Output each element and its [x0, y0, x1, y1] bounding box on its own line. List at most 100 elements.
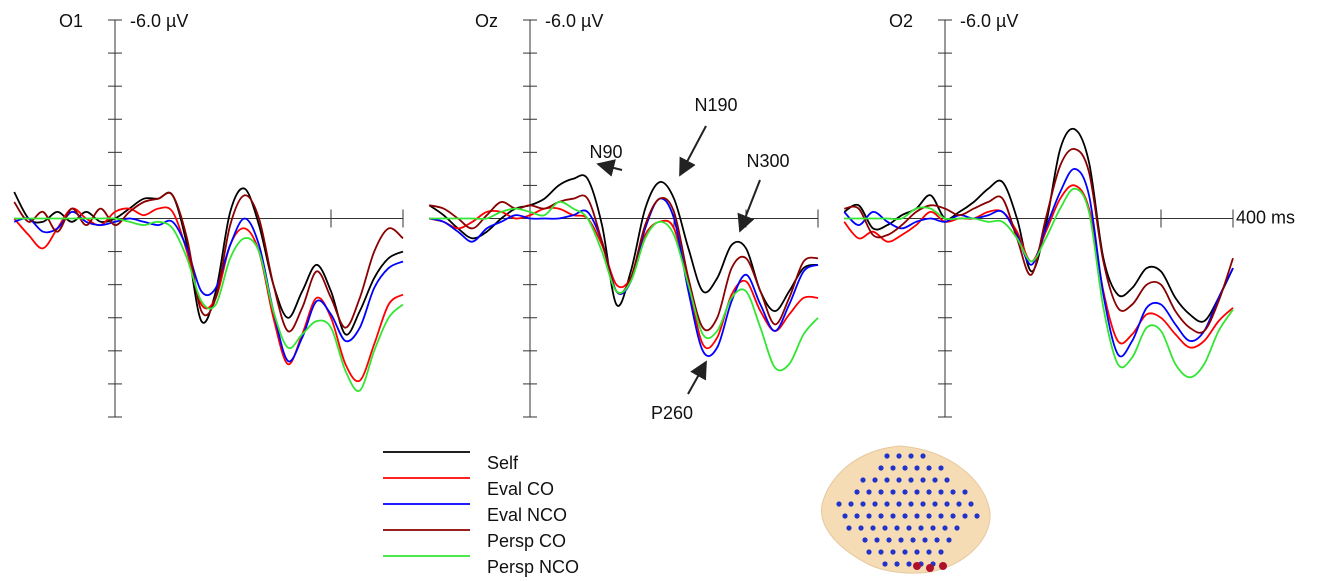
electrode-selected	[913, 562, 921, 570]
electrode	[858, 525, 864, 531]
legend-label: Persp CO	[487, 531, 566, 551]
legend-label: Eval CO	[487, 479, 554, 499]
electrode	[866, 549, 872, 555]
electrode	[878, 465, 884, 471]
electrode	[896, 477, 902, 483]
electrode	[878, 513, 884, 519]
electrode	[950, 489, 956, 495]
head-map	[821, 445, 991, 574]
electrode	[938, 465, 944, 471]
channel-label: O2	[889, 11, 913, 31]
x-tick-label: 400 ms	[1236, 207, 1295, 227]
electrode	[894, 561, 900, 567]
annotation-arrow	[687, 360, 707, 395]
electrode	[954, 525, 960, 531]
electrode	[944, 501, 950, 507]
erp-line	[844, 148, 1234, 334]
erp-line	[13, 210, 404, 363]
electrode	[944, 477, 950, 483]
panel: O1 -6.0 µV	[13, 11, 404, 418]
electrode	[894, 525, 900, 531]
annotation: N300	[746, 151, 789, 171]
electrode	[926, 489, 932, 495]
electrode	[882, 561, 888, 567]
electrode	[908, 453, 914, 459]
electrode	[974, 513, 980, 519]
electrode	[890, 465, 896, 471]
electrode	[938, 513, 944, 519]
electrode	[938, 549, 944, 555]
annotation: N190	[694, 95, 737, 115]
electrode	[906, 561, 912, 567]
electrode	[956, 501, 962, 507]
electrode	[842, 513, 848, 519]
electrode	[968, 501, 974, 507]
electrode	[886, 537, 892, 543]
electrode	[920, 453, 926, 459]
electrode	[898, 537, 904, 543]
electrode	[962, 489, 968, 495]
electrode-selected	[926, 564, 934, 572]
electrode	[902, 513, 908, 519]
panel: Oz -6.0 µV N90 N190 N300 P260	[428, 11, 819, 423]
electrode	[914, 513, 920, 519]
electrode	[902, 549, 908, 555]
electrode	[872, 477, 878, 483]
electrode	[930, 525, 936, 531]
electrode	[896, 453, 902, 459]
channel-label: O1	[59, 11, 83, 31]
electrode	[866, 513, 872, 519]
electrode	[908, 501, 914, 507]
electrode	[914, 489, 920, 495]
erp-line	[13, 206, 404, 383]
y-tick-label: -6.0 µV	[545, 11, 603, 31]
electrode	[848, 501, 854, 507]
electrode	[910, 537, 916, 543]
electrode	[902, 465, 908, 471]
electrode	[884, 477, 890, 483]
electrode	[962, 513, 968, 519]
electrode	[860, 501, 866, 507]
electrode	[884, 501, 890, 507]
electrode	[920, 477, 926, 483]
electrode	[946, 537, 952, 543]
electrode	[918, 525, 924, 531]
electrode	[914, 465, 920, 471]
electrode	[878, 489, 884, 495]
erp-line	[844, 187, 1234, 379]
electrode	[874, 537, 880, 543]
annotation-arrow	[596, 159, 623, 177]
electrode	[922, 537, 928, 543]
electrode	[890, 489, 896, 495]
electrode	[890, 549, 896, 555]
legend: Self Eval CO Eval NCO Persp CO Persp NCO	[383, 451, 579, 577]
electrode	[878, 549, 884, 555]
electrode	[882, 525, 888, 531]
electrode	[860, 477, 866, 483]
electrode	[942, 525, 948, 531]
electrode	[926, 465, 932, 471]
erp-line	[428, 197, 819, 357]
electrode	[938, 489, 944, 495]
electrode	[866, 489, 872, 495]
electrode	[920, 501, 926, 507]
electrode	[854, 489, 860, 495]
electrode	[862, 537, 868, 543]
electrode	[906, 525, 912, 531]
annotation: N90	[589, 142, 622, 162]
erp-line	[843, 168, 1234, 358]
legend-label: Persp NCO	[487, 557, 579, 577]
erp-line	[428, 206, 819, 350]
annotation: P260	[651, 403, 693, 423]
electrode	[950, 513, 956, 519]
electrode	[846, 525, 852, 531]
electrode	[854, 513, 860, 519]
electrode	[836, 501, 842, 507]
annotation-arrow	[737, 179, 761, 233]
y-tick-label: -6.0 µV	[960, 11, 1018, 31]
electrode	[908, 477, 914, 483]
electrode	[872, 501, 878, 507]
legend-label: Self	[487, 453, 519, 473]
electrode	[914, 549, 920, 555]
